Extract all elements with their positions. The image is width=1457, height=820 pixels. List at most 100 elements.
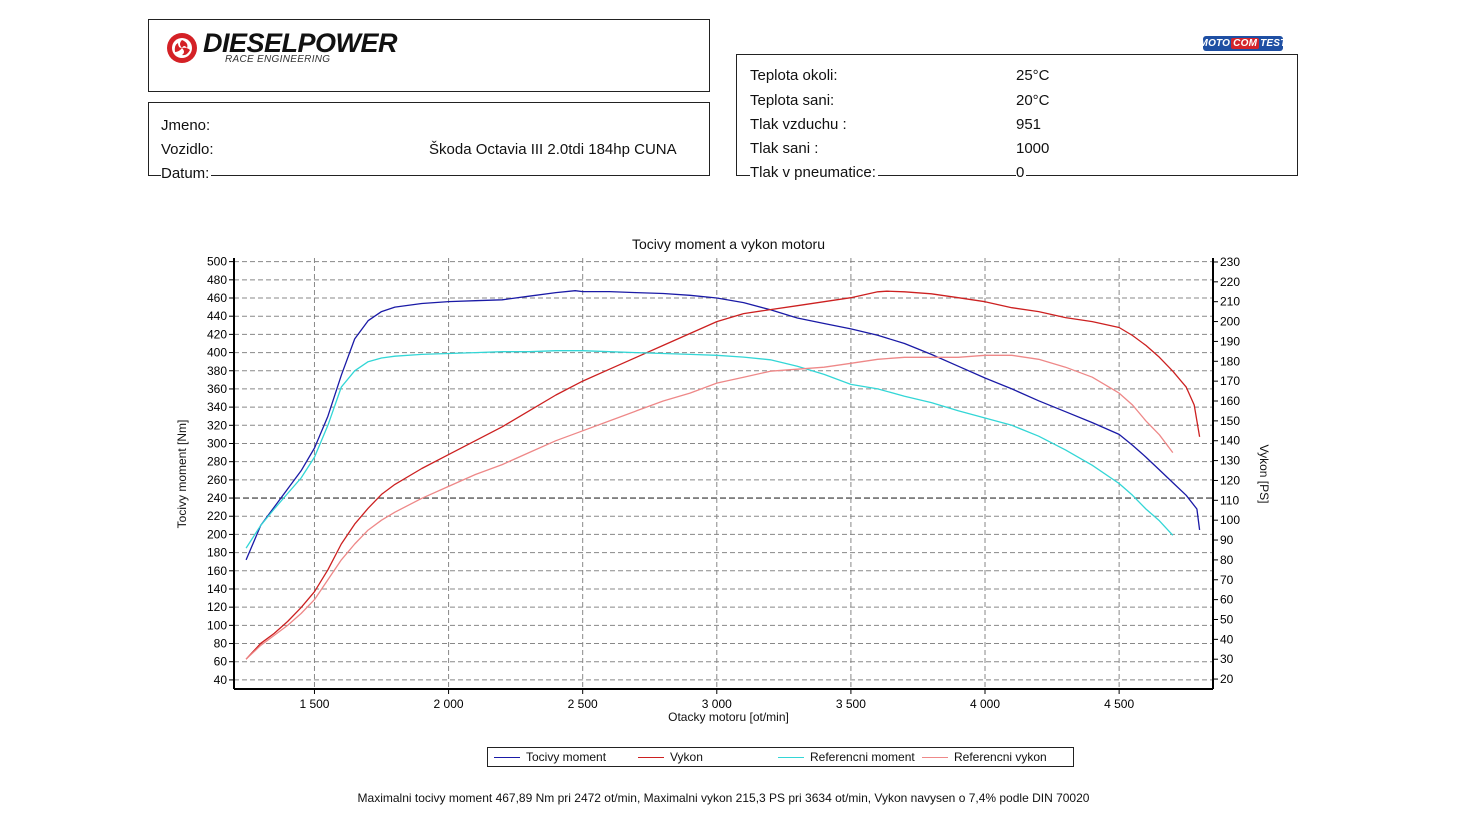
legend-label: Referencni moment [810, 750, 915, 764]
y2-tick-label: 210 [1220, 295, 1240, 309]
dieselpower-logo: DIESELPOWER RACE ENGINEERING [165, 28, 398, 65]
y2-tick-label: 70 [1220, 573, 1234, 587]
y-tick-label: 240 [207, 491, 227, 505]
y-tick-label: 320 [207, 418, 227, 432]
condition-value: 1000 [1016, 140, 1050, 157]
y-tick-label: 140 [207, 582, 227, 596]
y2-tick-label: 60 [1220, 593, 1234, 607]
legend-swatch [638, 756, 664, 758]
series-vykon [245, 290, 1201, 660]
y2-tick-label: 150 [1220, 414, 1240, 428]
y-tick-label: 160 [207, 564, 227, 578]
condition-value: 951 [1016, 116, 1042, 133]
brand-name: DIESELPOWER [203, 28, 398, 58]
y-tick-label: 40 [214, 673, 228, 687]
y2-tick-label: 230 [1220, 255, 1240, 269]
y-axis-label-left: Tocivy moment [Nm] [175, 419, 189, 529]
legend-swatch [494, 756, 520, 758]
turbo-icon [167, 32, 197, 63]
y2-tick-label: 80 [1220, 553, 1234, 567]
legend-item-power: Vykon [638, 750, 703, 764]
x-tick-label: 3 500 [836, 697, 866, 711]
x-tick-label: 3 000 [702, 697, 732, 711]
x-tick-label: 4 000 [970, 697, 1000, 711]
y-tick-label: 440 [207, 309, 227, 323]
chart-legend: Tocivy moment Vykon Referencni moment Re… [487, 747, 1074, 767]
date-label: Datum: [161, 165, 212, 182]
condition-label: Teplota okoli: [750, 67, 838, 84]
condition-value: 20°C [1016, 92, 1050, 109]
y-tick-label: 80 [214, 637, 228, 651]
series-tocivy-moment [245, 290, 1201, 561]
legend-label: Referencni vykon [954, 750, 1047, 764]
y2-tick-label: 40 [1220, 632, 1234, 646]
motocomtest-logo: MOTO COM TEST [1199, 36, 1287, 51]
legend-item-torque: Tocivy moment [494, 750, 606, 764]
partner-logo-right: TEST [1260, 38, 1287, 49]
y-tick-label: 60 [214, 655, 228, 669]
x-axis-label: Otacky motoru [ot/min] [668, 710, 789, 724]
name-label: Jmeno: [161, 117, 211, 134]
y-tick-label: 420 [207, 327, 227, 341]
series-referencni-vykon [245, 354, 1174, 660]
y2-tick-label: 110 [1220, 493, 1239, 507]
y2-tick-label: 160 [1220, 394, 1240, 408]
legend-label: Vykon [670, 750, 703, 764]
brand-subtitle: RACE ENGINEERING [225, 54, 331, 65]
condition-label: Tlak vzduchu : [750, 116, 847, 133]
y2-tick-label: 190 [1220, 334, 1240, 348]
y2-tick-label: 180 [1220, 354, 1240, 368]
y-tick-label: 280 [207, 455, 227, 469]
y2-tick-label: 170 [1220, 374, 1240, 388]
y-tick-label: 120 [207, 600, 227, 614]
legend-label: Tocivy moment [526, 750, 607, 764]
y-tick-label: 340 [207, 400, 227, 414]
condition-label: Tlak v pneumatice: [750, 164, 878, 181]
y-tick-label: 260 [207, 473, 227, 487]
legend-item-ref-torque: Referencni moment [778, 750, 915, 764]
y-tick-label: 100 [207, 618, 227, 632]
y2-tick-label: 200 [1220, 315, 1240, 329]
y-tick-label: 360 [207, 382, 227, 396]
condition-label: Tlak sani : [750, 140, 819, 157]
legend-item-ref-power: Referencni vykon [922, 750, 1047, 764]
summary-text: Maximalni tocivy moment 467,89 Nm pri 24… [357, 791, 1090, 805]
condition-value: 0 [1016, 164, 1027, 181]
y-tick-label: 380 [207, 364, 227, 378]
vehicle-value: Škoda Octavia III 2.0tdi 184hp CUNA [429, 141, 677, 158]
legend-swatch [778, 756, 804, 758]
chart-title: Tocivy moment a vykon motoru [632, 236, 825, 252]
x-tick-label: 2 500 [568, 697, 598, 711]
x-tick-label: 1 500 [299, 697, 329, 711]
logo-panel: DIESELPOWER RACE ENGINEERING [148, 19, 710, 92]
vehicle-label: Vozidlo: [161, 141, 214, 158]
y-axis-label-right: Vykon [PS] [1257, 444, 1271, 504]
y2-tick-label: 20 [1220, 672, 1234, 686]
y2-tick-label: 100 [1220, 513, 1240, 527]
partner-logo-left: MOTO [1199, 38, 1231, 49]
y-tick-label: 180 [207, 546, 227, 560]
y-tick-label: 460 [207, 291, 227, 305]
y2-tick-label: 130 [1220, 454, 1240, 468]
partner-logo-mid: COM [1231, 38, 1260, 49]
vehicle-info-panel: Jmeno: Vozidlo: Škoda Octavia III 2.0tdi… [148, 102, 710, 182]
y2-tick-label: 90 [1220, 533, 1234, 547]
y2-tick-label: 30 [1220, 652, 1234, 666]
y2-tick-label: 120 [1220, 473, 1240, 487]
x-tick-label: 2 000 [434, 697, 464, 711]
y-tick-label: 300 [207, 436, 227, 450]
y2-tick-label: 140 [1220, 434, 1240, 448]
condition-label: Teplota sani: [750, 92, 835, 109]
y2-tick-label: 50 [1220, 612, 1234, 626]
y-tick-label: 400 [207, 346, 227, 360]
series-referencni-moment [245, 350, 1174, 549]
y-tick-label: 220 [207, 509, 227, 523]
y-tick-label: 480 [207, 273, 227, 287]
condition-value: 25°C [1016, 67, 1050, 84]
x-tick-label: 4 500 [1104, 697, 1134, 711]
conditions-panel: Teplota okoli: 25°C Teplota sani: 20°C T… [736, 54, 1298, 181]
y-tick-label: 500 [207, 255, 227, 269]
y-tick-label: 200 [207, 527, 227, 541]
y2-tick-label: 220 [1220, 275, 1240, 289]
legend-swatch [922, 756, 948, 758]
